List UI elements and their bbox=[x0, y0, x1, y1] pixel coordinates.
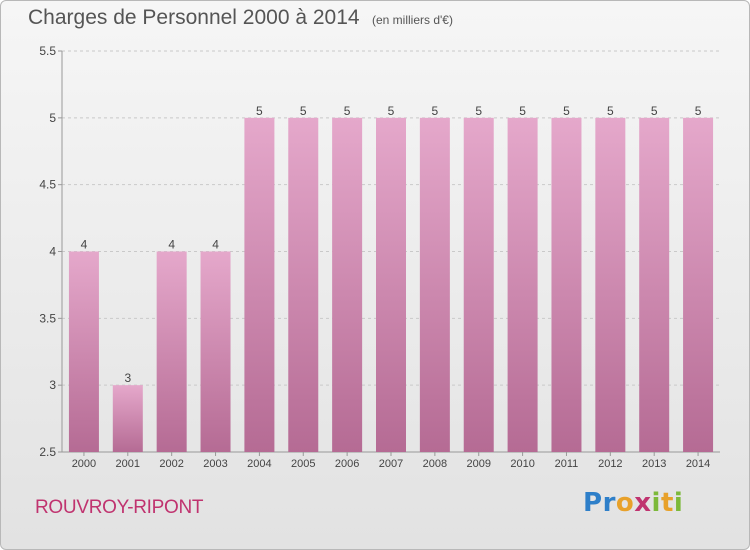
bar bbox=[376, 117, 406, 452]
y-tick-label: 5.5 bbox=[39, 44, 56, 58]
bar bbox=[551, 117, 582, 452]
bar-value-label: 5 bbox=[607, 104, 614, 118]
bars bbox=[68, 117, 714, 452]
bar-value-label: 5 bbox=[563, 104, 570, 118]
bar bbox=[244, 117, 275, 452]
bar bbox=[507, 117, 538, 452]
bar bbox=[639, 117, 670, 452]
proxiti-logo: Proxiti bbox=[583, 488, 683, 518]
x-tick-label: 2007 bbox=[379, 458, 403, 470]
bar bbox=[288, 117, 319, 452]
bar-value-label: 5 bbox=[388, 104, 395, 118]
logo-letter: o bbox=[615, 488, 635, 518]
x-tick-label: 2005 bbox=[291, 458, 315, 470]
x-tick-label: 2008 bbox=[423, 458, 447, 470]
bar-value-label: 5 bbox=[432, 104, 439, 118]
bar bbox=[463, 117, 494, 452]
place-name: ROUVROY-RIPONT bbox=[35, 497, 204, 518]
labels: 2.5 3 3.5 4 4.5 5 5.5 4 2000 3 2001 4 2002 4 2003 5 2004… bbox=[39, 44, 710, 470]
x-tick-label: 2014 bbox=[686, 458, 710, 470]
x-tick-label: 2009 bbox=[466, 458, 490, 470]
x-tick-label: 2012 bbox=[598, 458, 622, 470]
x-tick-label: 2013 bbox=[642, 458, 666, 470]
x-tick-label: 2010 bbox=[510, 458, 534, 470]
bar-value-label: 5 bbox=[300, 104, 307, 118]
logo-letter: i bbox=[673, 488, 684, 518]
bar bbox=[332, 117, 363, 452]
x-tick-label: 2006 bbox=[335, 458, 359, 470]
x-tick-label: 2003 bbox=[203, 458, 227, 470]
bar-value-label: 5 bbox=[256, 104, 263, 118]
bar-value-label: 5 bbox=[651, 104, 658, 118]
bar-value-label: 4 bbox=[212, 238, 219, 252]
bar bbox=[112, 385, 143, 452]
y-tick-label: 3.5 bbox=[39, 311, 56, 325]
bar-value-label: 5 bbox=[344, 104, 351, 118]
y-tick-label: 2.5 bbox=[39, 445, 56, 459]
y-tick-label: 5 bbox=[49, 111, 56, 125]
logo-letter: t bbox=[660, 488, 674, 518]
bar-value-label: 5 bbox=[475, 104, 482, 118]
bar-value-label: 3 bbox=[124, 371, 131, 385]
logo-letter: i bbox=[651, 488, 661, 518]
logo-letter: x bbox=[634, 488, 652, 518]
bar-value-label: 5 bbox=[695, 104, 702, 118]
logo-letter: r bbox=[602, 488, 616, 518]
logo-letter: P bbox=[583, 488, 603, 518]
x-tick-label: 2000 bbox=[72, 458, 96, 470]
bar bbox=[156, 251, 187, 452]
bar-value-label: 5 bbox=[519, 104, 526, 118]
x-tick-label: 2001 bbox=[116, 458, 140, 470]
x-tick-label: 2011 bbox=[555, 458, 579, 470]
chart-subtitle: (en milliers d'€) bbox=[372, 13, 453, 27]
bar bbox=[683, 117, 714, 452]
y-tick-label: 3 bbox=[49, 378, 56, 392]
bar-value-label: 4 bbox=[81, 238, 88, 252]
y-tick-label: 4.5 bbox=[39, 178, 56, 192]
x-tick-label: 2004 bbox=[247, 458, 271, 470]
x-tick-label: 2002 bbox=[159, 458, 183, 470]
bar bbox=[595, 117, 626, 452]
bar bbox=[419, 117, 450, 452]
y-tick-label: 4 bbox=[49, 245, 56, 259]
chart-title: Charges de Personnel 2000 à 2014 bbox=[28, 6, 360, 29]
bar bbox=[68, 251, 99, 452]
bar bbox=[200, 251, 231, 452]
bar-value-label: 4 bbox=[168, 238, 175, 252]
